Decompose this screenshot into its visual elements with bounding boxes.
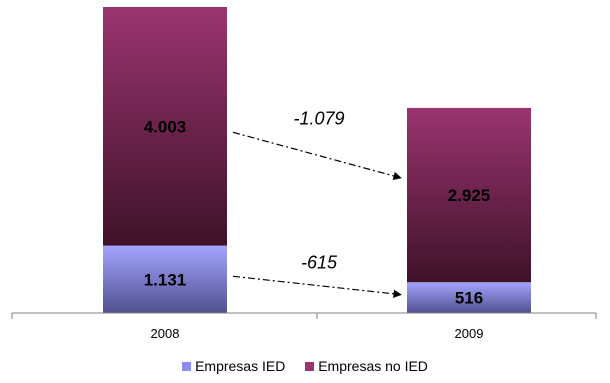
- legend-item-no-ied: Empresas no IED: [305, 358, 428, 374]
- bar-2008-no-ied: [103, 7, 227, 246]
- legend-label-no-ied: Empresas no IED: [318, 358, 428, 374]
- bar-2008-ied: [103, 245, 227, 313]
- difference-arrow-no-ied: [232, 131, 402, 180]
- data-label-2008-ied: 1.131: [144, 270, 187, 289]
- x-tick-label-2009: 2009: [455, 326, 484, 341]
- legend-swatch-no-ied: [305, 362, 315, 371]
- difference-arrow-ied: [232, 275, 402, 298]
- bar-2009-ied: [407, 282, 531, 313]
- legend-item-ied: Empresas IED: [182, 358, 285, 374]
- x-tick-label-2008: 2008: [151, 326, 180, 341]
- data-label-2008-no-ied: 4.003: [144, 117, 187, 136]
- legend-swatch-ied: [182, 362, 192, 371]
- legend-label-ied: Empresas IED: [195, 358, 286, 374]
- difference-label-ied: -615: [301, 252, 338, 272]
- data-label-2009-no-ied: 2.925: [448, 186, 491, 205]
- data-label-2009-ied: 516: [455, 289, 483, 308]
- difference-label-no-ied: -1.079: [293, 108, 344, 128]
- bar-2009-no-ied: [407, 107, 531, 283]
- legend: Empresas IED Empresas no IED: [0, 358, 610, 374]
